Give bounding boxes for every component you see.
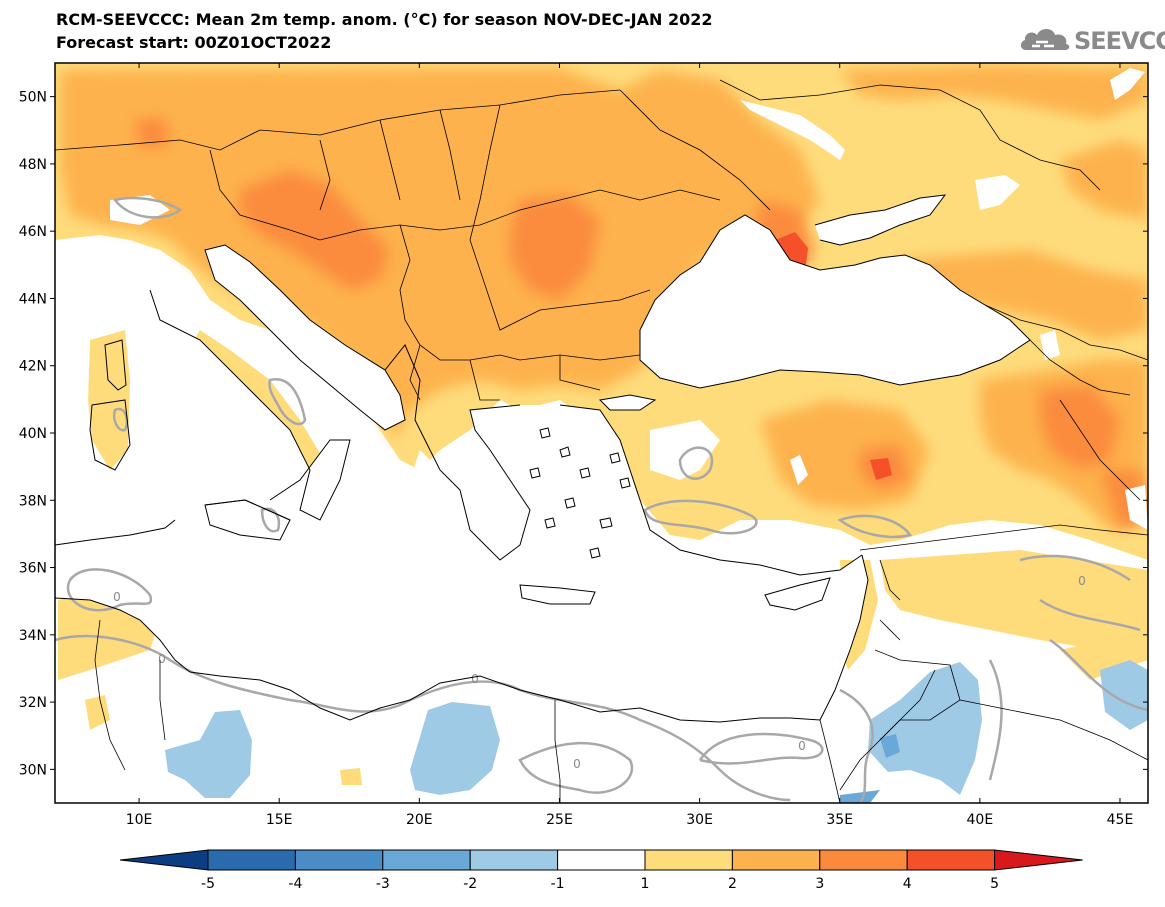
lon-tick-label: 35E — [826, 812, 853, 828]
colorbar-segment — [644, 849, 733, 871]
colorbar-label: 1 — [641, 876, 650, 892]
lat-tick-label: 36N — [19, 561, 47, 577]
colorbar-segment — [469, 849, 559, 871]
colorbar-segment — [382, 849, 471, 871]
contour-label: 0 — [798, 739, 806, 753]
lat-tick-label: 44N — [19, 291, 47, 307]
lon-tick-label: 25E — [546, 812, 573, 828]
sea-mask — [55, 68, 1145, 722]
colorbar-label: 3 — [815, 876, 824, 892]
colorbar-over-arrow — [994, 849, 1083, 871]
lon-tick-label: 40E — [967, 812, 994, 828]
colorbar-segment — [557, 849, 646, 871]
colorbar: -5 -4 -3 -2 -1 1 2 3 4 5 — [119, 849, 1083, 892]
black-sea — [640, 215, 1030, 388]
lon-tick-label: 20E — [406, 812, 433, 828]
contour-label: 0 — [471, 672, 479, 686]
country-borders — [55, 79, 1148, 803]
colorbar-under-arrow — [119, 849, 209, 871]
anomaly-negative-bands — [165, 660, 1148, 803]
colorbar-segment — [819, 849, 908, 871]
contour-label: 0 — [1078, 574, 1086, 588]
colorbar-label: -1 — [551, 876, 565, 892]
colorbar-segment — [906, 849, 996, 871]
colorbar-label: -3 — [376, 876, 390, 892]
map-axes: 50N 48N 46N 44N 42N 40N 38N 36N 34N 32N 30N 10E 15E 2… — [19, 63, 1148, 828]
lat-tick-label: 38N — [19, 493, 47, 509]
lat-tick-label: 46N — [19, 224, 47, 240]
adriatic-sea — [205, 245, 405, 430]
lon-tick-label: 45E — [1107, 812, 1134, 828]
contour-labels: 0 0 0 0 0 0 0 0 — [113, 574, 1086, 771]
colorbar-segment — [731, 849, 821, 871]
lat-tick-label: 30N — [19, 762, 47, 778]
cloud-icon — [1020, 29, 1070, 50]
lat-tick-label: 50N — [19, 90, 47, 106]
aegean-sea — [470, 405, 650, 540]
lat-tick-label: 34N — [19, 628, 47, 644]
colorbar-label: -5 — [201, 876, 215, 892]
colorbar-label: 2 — [728, 876, 737, 892]
coastlines — [55, 194, 1031, 723]
map-title: RCM-SEEVCCC: Mean 2m temp. anom. (°C) fo… — [56, 10, 713, 29]
lat-tick-label: 32N — [19, 695, 47, 711]
colorbar-label: 4 — [903, 876, 912, 892]
seevccc-logo: SEEVCCC — [1018, 24, 1165, 55]
lon-tick-label: 15E — [266, 812, 293, 828]
forecast-start-label: Forecast start: 00Z01OCT2022 — [56, 33, 332, 52]
anomaly-fields: 0 0 0 0 0 0 0 0 — [55, 63, 1148, 803]
contour-label: 0 — [113, 590, 121, 604]
lon-tick-label: 30E — [686, 812, 713, 828]
lon-tick-label: 10E — [126, 812, 153, 828]
lat-tick-label: 48N — [19, 157, 47, 173]
logo-text: SEEVCCC — [1074, 27, 1165, 55]
lat-tick-label: 42N — [19, 359, 47, 375]
colorbar-label: 5 — [990, 876, 999, 892]
colorbar-label: -4 — [288, 876, 302, 892]
colorbar-segment — [294, 849, 384, 871]
lat-tick-label: 40N — [19, 426, 47, 442]
contour-label: 0 — [158, 652, 166, 666]
colorbar-label: -2 — [463, 876, 477, 892]
colorbar-segment — [207, 849, 296, 871]
contour-label: 0 — [573, 757, 581, 771]
tyrrhenian-sea — [130, 320, 310, 520]
